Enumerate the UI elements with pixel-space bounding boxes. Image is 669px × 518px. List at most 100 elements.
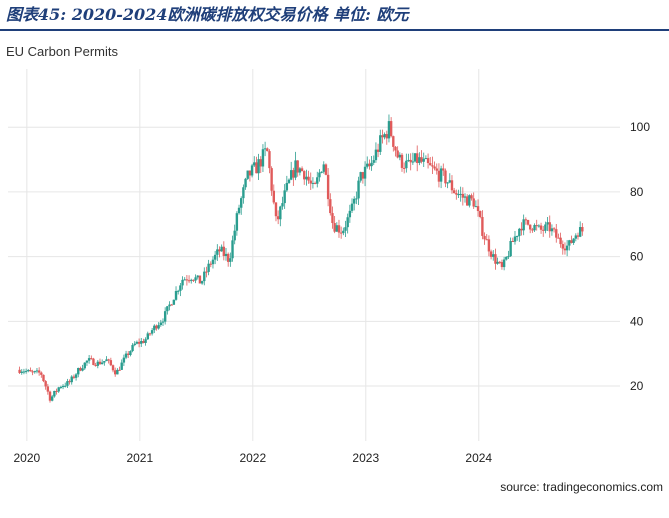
candle-body-147 <box>337 225 341 233</box>
candle-body-195 <box>442 168 445 171</box>
candle-body-233 <box>524 219 528 221</box>
candle-body-145 <box>333 223 336 232</box>
candle-body-97 <box>229 258 232 262</box>
candle-body-219 <box>494 254 497 264</box>
candle-body-236 <box>531 229 534 231</box>
candle-body-115 <box>268 151 271 169</box>
candle-body-252 <box>565 245 569 251</box>
candle-body-208 <box>470 195 473 199</box>
candle-body-133 <box>307 176 310 181</box>
candle-body-182 <box>413 153 417 162</box>
y-tick-label-60: 60 <box>630 250 644 264</box>
eu-carbon-price-chart: EU Carbon Permits 2020 2021 2022 2023 2024 2… <box>6 44 663 494</box>
candle-body-137 <box>316 177 319 184</box>
candle-body-176 <box>400 154 404 168</box>
candle-body-230 <box>518 228 521 237</box>
candle-body-27 <box>77 367 80 375</box>
candle-body-213 <box>481 216 484 236</box>
candle-body-66 <box>161 321 165 323</box>
candle-body-166 <box>379 135 382 152</box>
candle-body-235 <box>528 224 532 230</box>
candle-body-83 <box>198 275 202 284</box>
candle-body-232 <box>522 219 525 231</box>
candle-body-108 <box>253 162 256 166</box>
candle-body-57 <box>142 341 145 343</box>
candle-body-24 <box>70 376 73 383</box>
candle-body-114 <box>266 148 269 152</box>
candle-body-175 <box>398 154 402 158</box>
candle-body-29 <box>81 368 84 371</box>
candle-body-177 <box>402 167 406 169</box>
candle-body-216 <box>487 239 491 252</box>
candle-body-194 <box>439 168 443 182</box>
candle-body-197 <box>446 182 449 184</box>
candle-body-42 <box>109 360 113 366</box>
candle-body-249 <box>559 237 562 245</box>
candle-body-205 <box>463 196 467 198</box>
candle-body-77 <box>185 279 189 281</box>
candle-body-14 <box>48 391 52 401</box>
candle-body-125 <box>289 170 293 180</box>
candle-body-124 <box>287 179 291 183</box>
candle-body-212 <box>479 211 482 217</box>
candle-body-159 <box>363 166 367 179</box>
candle-body-188 <box>426 158 430 164</box>
candle-body-61 <box>150 330 154 334</box>
candle-body-214 <box>483 235 486 240</box>
candle-body-247 <box>555 229 558 238</box>
candle-body-217 <box>489 251 493 257</box>
candle-body-17 <box>55 390 58 392</box>
candle-body-122 <box>283 190 286 204</box>
candle-body-200 <box>452 190 456 194</box>
candle-body-146 <box>335 225 339 232</box>
candle-body-234 <box>526 219 530 225</box>
candle-body-223 <box>502 259 506 268</box>
candle-body-87 <box>207 263 210 272</box>
candle-body-187 <box>424 158 428 160</box>
candle-body-225 <box>507 256 510 258</box>
caption-rule <box>0 29 669 31</box>
candle-body-172 <box>392 136 395 147</box>
candle-body-67 <box>163 311 167 322</box>
candle-body-111 <box>259 159 262 167</box>
candle-body-211 <box>476 206 480 212</box>
candle-body-190 <box>431 165 434 167</box>
candle-body-228 <box>513 236 517 242</box>
candle-body-142 <box>326 174 330 200</box>
candle-body-49 <box>124 353 128 358</box>
candle-body-162 <box>370 162 373 167</box>
candle-body-134 <box>309 180 312 184</box>
candle-body-160 <box>366 163 369 167</box>
candle-body-103 <box>242 187 245 199</box>
candle-body-251 <box>563 248 567 251</box>
candle-body-193 <box>437 170 441 182</box>
candle-body-120 <box>279 206 282 220</box>
candle-body-158 <box>361 172 365 179</box>
candle-body-123 <box>285 182 289 191</box>
candle-body-207 <box>468 195 471 206</box>
y-tick-label-100: 100 <box>630 120 650 134</box>
candle-body-58 <box>144 339 147 343</box>
y-tick-label-40: 40 <box>630 314 644 328</box>
candle-body-18 <box>57 387 60 392</box>
candle-body-245 <box>550 228 554 232</box>
candle-body-45 <box>116 369 119 375</box>
grid-lines <box>8 69 620 441</box>
candle-body-257 <box>576 235 580 237</box>
candle-body-32 <box>87 358 91 361</box>
candle-body-25 <box>72 376 76 378</box>
candle-body-174 <box>396 150 399 158</box>
candle-body-53 <box>133 343 136 346</box>
candle-body-129 <box>298 168 302 173</box>
candle-body-100 <box>235 213 239 231</box>
candle-body-38 <box>100 362 104 365</box>
candle-body-127 <box>294 160 297 178</box>
source-label: source: tradingeconomics.com <box>500 480 663 494</box>
candle-body-248 <box>557 237 560 239</box>
candle-body-106 <box>248 170 252 176</box>
candle-body-20 <box>61 385 65 387</box>
candle-body-4 <box>27 369 30 371</box>
candle-body-71 <box>172 299 176 305</box>
candle-body-135 <box>311 182 315 184</box>
candle-body-89 <box>211 259 215 265</box>
